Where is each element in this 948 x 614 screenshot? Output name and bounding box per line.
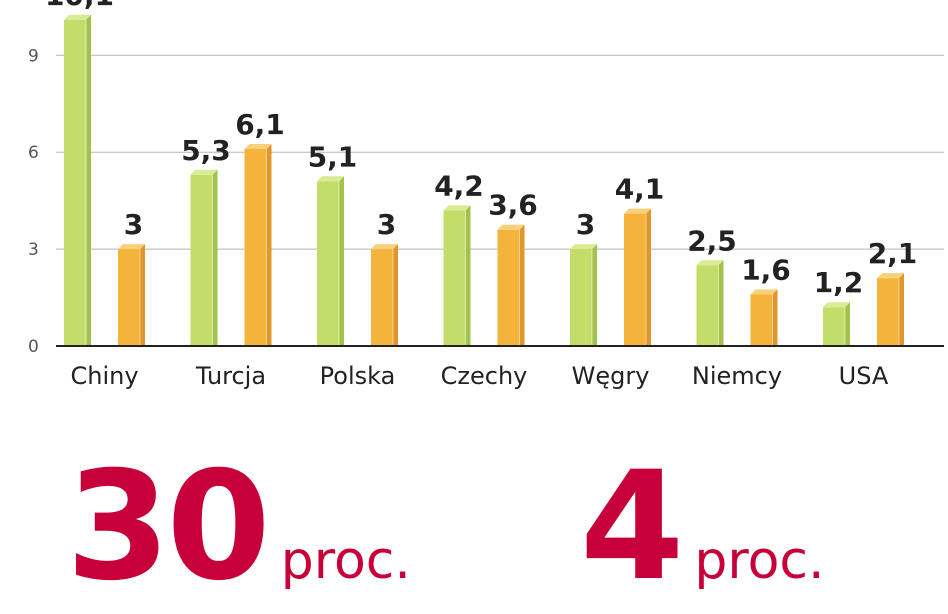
bar-side	[339, 176, 344, 346]
stat-unit: proc.	[694, 531, 825, 591]
bar-side	[140, 244, 145, 346]
bar-top	[877, 273, 904, 279]
data-label: 3,6	[488, 189, 538, 222]
data-label: 1,6	[741, 253, 791, 286]
bar-top	[443, 205, 471, 211]
stat-4-percent: 4 proc.	[580, 452, 825, 602]
bar-top	[64, 14, 91, 20]
bar-chart: 0 3 6 9 10,1 3 5,36,1 5,1 3 4,23,6 3 4,1 2,51,6 1,22,…	[28, 0, 944, 390]
bar-top	[190, 169, 218, 175]
data-label: 2,1	[868, 237, 918, 270]
category-label: USA	[839, 362, 889, 390]
stat-unit: proc.	[280, 531, 411, 591]
y-tick-label: 6	[28, 143, 39, 163]
bar	[64, 19, 86, 347]
category-label: Chiny	[70, 362, 138, 390]
bar-side	[212, 169, 218, 346]
category-label: Turcja	[195, 362, 266, 390]
bar	[696, 265, 719, 346]
bar	[877, 278, 899, 346]
bar	[624, 213, 646, 346]
data-label: 3	[377, 208, 396, 241]
bar	[750, 294, 773, 346]
bar	[371, 249, 393, 346]
bar	[317, 181, 339, 346]
bar-side	[393, 244, 398, 346]
category-label: Czechy	[441, 362, 528, 390]
bar-side	[266, 143, 272, 346]
data-label: 3	[124, 208, 143, 241]
bar-top	[696, 260, 724, 266]
y-tick-label: 0	[28, 337, 39, 357]
bar-top	[570, 244, 597, 250]
bar-side	[646, 208, 651, 346]
data-label: 5,3	[181, 134, 231, 167]
bar-top	[371, 244, 398, 250]
bar-side	[519, 224, 525, 346]
bar	[118, 249, 140, 346]
bar-top	[497, 224, 525, 230]
bar-side	[899, 273, 904, 346]
bar	[190, 174, 213, 346]
data-label: 10,1	[45, 0, 114, 12]
y-tick-label: 3	[28, 240, 39, 260]
bar	[244, 148, 267, 346]
data-label: 4,2	[434, 169, 484, 202]
y-tick-label: 9	[28, 46, 39, 66]
bar	[497, 229, 520, 346]
bar-top	[624, 208, 651, 214]
bar-side	[718, 260, 724, 346]
data-label: 6,1	[235, 108, 285, 141]
bar-top	[118, 244, 145, 250]
data-label: 3	[576, 208, 595, 241]
stat-value: 4	[580, 440, 684, 614]
stat-30-percent: 30 proc.	[66, 452, 411, 602]
bar-top	[317, 176, 344, 182]
bar-top	[750, 289, 778, 295]
bar-side	[86, 14, 91, 347]
data-label: 2,5	[687, 224, 737, 257]
data-label: 1,2	[814, 266, 864, 299]
bar	[823, 307, 845, 346]
bar-side	[845, 302, 850, 346]
bar	[570, 249, 592, 346]
bar-side	[772, 289, 778, 346]
category-label: Polska	[320, 362, 396, 390]
bar-side	[592, 244, 597, 346]
category-label: Węgry	[572, 362, 650, 390]
data-label: 5,1	[308, 140, 358, 173]
bar-top	[244, 143, 272, 149]
infographic: 0 3 6 9 10,1 3 5,36,1 5,1 3 4,23,6 3 4,1 2,51,6 1,22,…	[28, 0, 944, 602]
bar-top	[823, 302, 850, 308]
bar	[443, 210, 466, 346]
stat-value: 30	[66, 440, 271, 614]
category-label: Niemcy	[692, 362, 782, 390]
data-label: 4,1	[615, 173, 665, 206]
bar-side	[465, 205, 471, 346]
